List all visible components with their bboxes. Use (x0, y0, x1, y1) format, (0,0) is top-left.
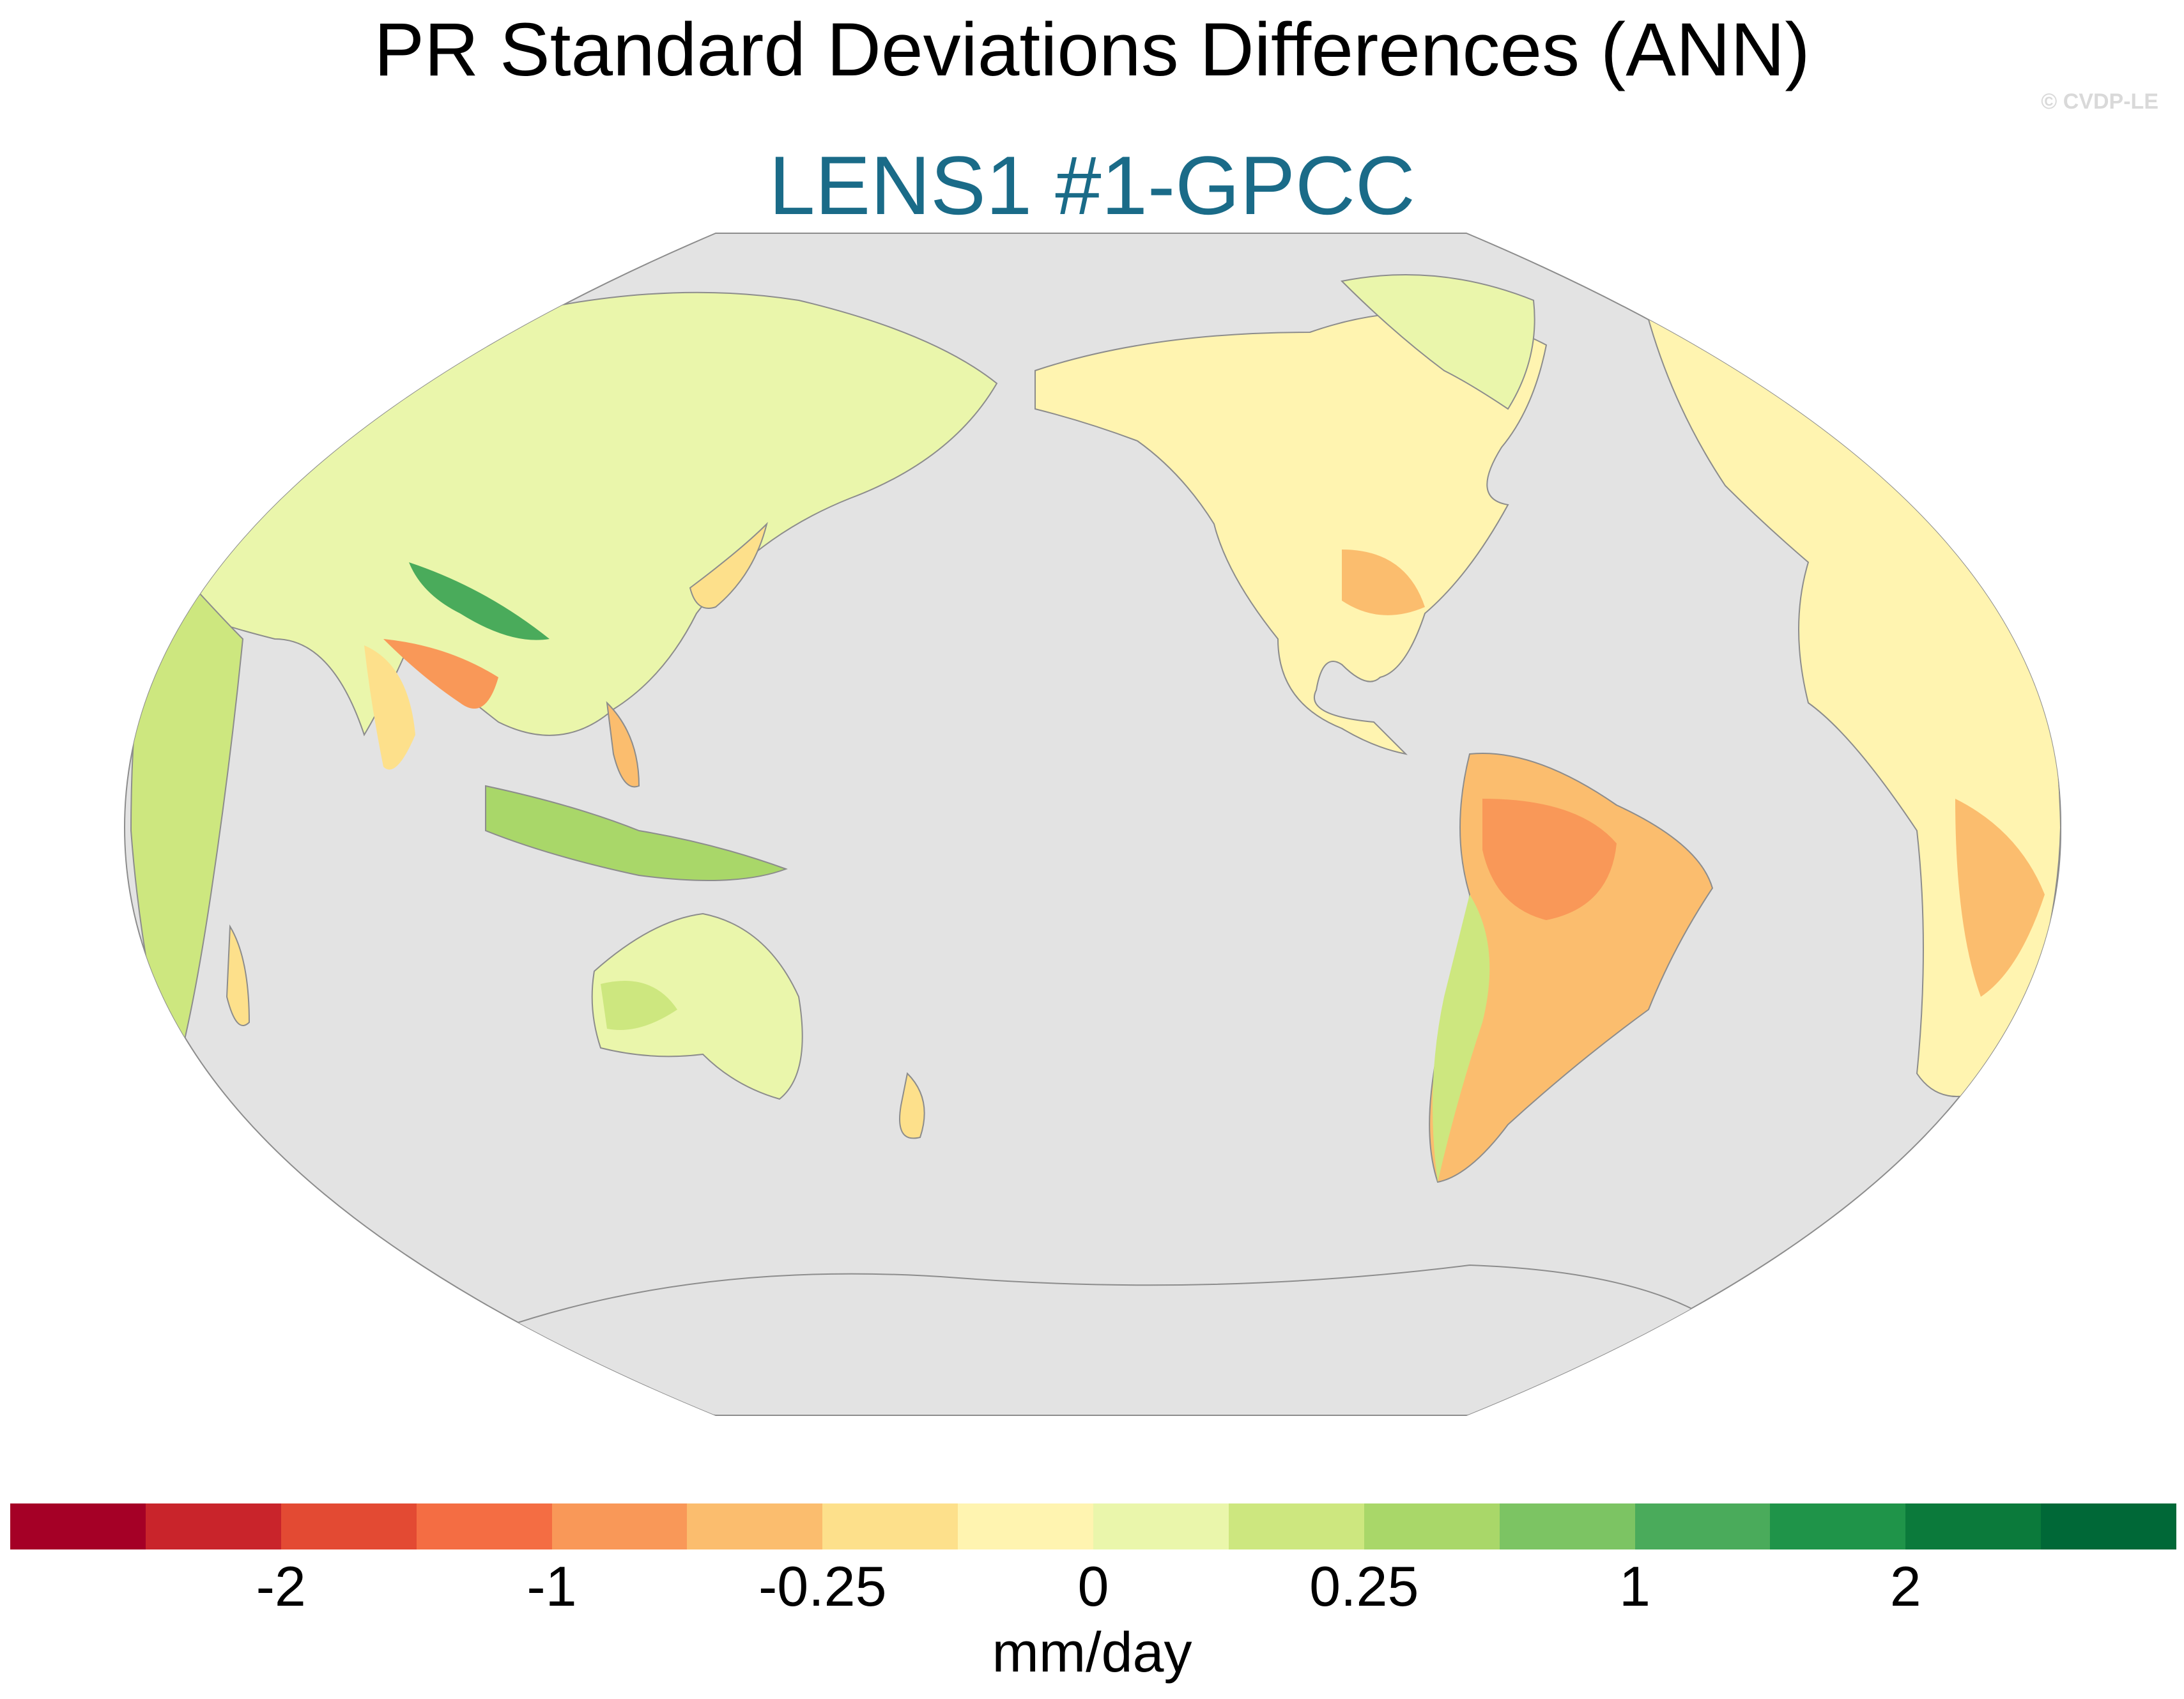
region-tibet (409, 562, 550, 640)
landmass-antarctica (497, 1264, 1726, 1415)
colorbar-tick-label: 0 (1077, 1555, 1109, 1618)
map-subtitle: LENS1 #1-GPCC (769, 139, 1415, 232)
colorbar-swatch (1499, 1503, 1635, 1549)
map-title: PR Standard Deviations Differences (ANN) (374, 8, 1810, 92)
region-us-southeast (1342, 550, 1425, 615)
colorbar-swatch (1228, 1503, 1364, 1549)
colorbar-swatch (1093, 1503, 1229, 1549)
colorbar-tick-label: 1 (1619, 1555, 1650, 1618)
colorbar-units: mm/day (992, 1620, 1192, 1684)
colorbar-swatch (416, 1503, 552, 1549)
colorbar-swatch (281, 1503, 417, 1549)
colorbar-tick-label: -0.25 (758, 1555, 887, 1618)
colorbar-swatch (1905, 1503, 2042, 1549)
watermark: © CVDP-LE (2041, 89, 2158, 114)
colorbar-swatch (145, 1503, 281, 1549)
colorbar-swatch (958, 1503, 1093, 1549)
region-amazon (1482, 799, 1617, 920)
region-australia-west (601, 981, 677, 1030)
colorbar-tick-label: 0.25 (1309, 1555, 1419, 1618)
colorbar-swatch (551, 1503, 688, 1549)
colorbar-swatch (687, 1503, 823, 1549)
colorbar (10, 1503, 2176, 1549)
region-south-asia (383, 639, 498, 709)
colorbar-tick-label: -1 (527, 1555, 577, 1618)
landmass-indonesia (485, 785, 788, 881)
world-map (123, 233, 2062, 1416)
landmass-greenland (1340, 274, 1535, 410)
colorbar-tick-label: 2 (1889, 1555, 1921, 1618)
colorbar-swatch (1364, 1503, 1500, 1549)
colorbar-swatch (822, 1503, 958, 1549)
landmass-japan (689, 521, 768, 609)
landmass-australia (591, 912, 803, 1100)
region-andes (1433, 895, 1490, 1182)
colorbar-tick-label: -2 (256, 1555, 306, 1618)
colorbar-swatch (2041, 1503, 2176, 1549)
landmass-new-zealand (899, 1072, 925, 1139)
region-india (364, 645, 415, 770)
colorbar-swatch (1634, 1503, 1771, 1549)
region-southern-africa (1955, 799, 2045, 997)
landmass-philippines (606, 701, 640, 788)
colorbar-swatch (10, 1503, 146, 1549)
colorbar-swatch (1770, 1503, 1906, 1549)
landmass-madagascar (226, 924, 250, 1026)
